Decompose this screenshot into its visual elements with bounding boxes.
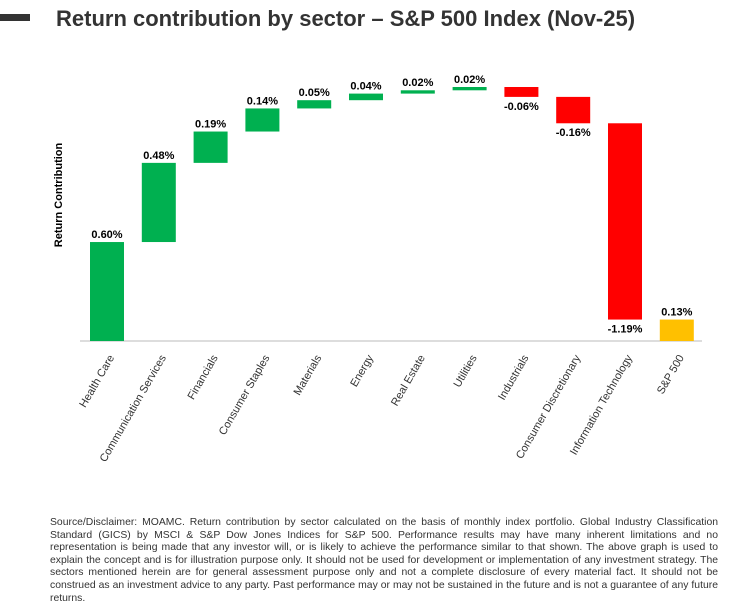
data-label: 0.60%: [91, 229, 122, 241]
data-label: 0.04%: [350, 81, 381, 93]
bar: [504, 87, 539, 97]
data-label: 0.19%: [195, 118, 226, 130]
chart: Return contribution by sector – S&P 500 …: [0, 6, 702, 464]
bar: [556, 96, 591, 124]
data-label: 0.13%: [661, 306, 692, 318]
x-tick-label: Consumer Staples: [217, 353, 273, 438]
bar: [90, 242, 124, 341]
bar: [193, 131, 228, 163]
data-label: -0.16%: [556, 127, 591, 139]
bar: [452, 87, 487, 91]
data-label: -0.06%: [504, 101, 539, 113]
footnote: Source/Disclaimer: MOAMC. Return contrib…: [50, 517, 718, 604]
title-marker: [0, 14, 30, 21]
data-label: 0.48%: [143, 150, 174, 162]
chart-title: Return contribution by sector – S&P 500 …: [56, 6, 635, 31]
data-label: 0.05%: [299, 87, 330, 99]
x-tick-label: Materials: [292, 353, 325, 398]
x-tick-label: Utilities: [452, 353, 480, 390]
x-tick-label: S&P 500: [655, 353, 687, 396]
x-tick-label: Financials: [186, 353, 221, 402]
data-label: -1.19%: [608, 323, 643, 335]
x-tick-label: Industrials: [496, 353, 532, 403]
data-label: 0.02%: [402, 77, 433, 89]
x-tick-label: Information Technology: [568, 353, 635, 458]
bar: [141, 162, 176, 243]
bar: [659, 319, 694, 341]
x-tick-label: Health Care: [77, 353, 117, 410]
bar: [349, 93, 383, 101]
x-tick-label: Real Estate: [389, 353, 428, 408]
bar: [608, 123, 642, 320]
data-label: 0.14%: [247, 95, 278, 107]
bar: [400, 90, 435, 94]
data-label: 0.02%: [454, 74, 485, 86]
y-axis-label: Return Contribution: [53, 142, 65, 247]
x-tick-label: Energy: [348, 353, 376, 390]
bar: [297, 100, 332, 109]
bar: [245, 108, 280, 132]
